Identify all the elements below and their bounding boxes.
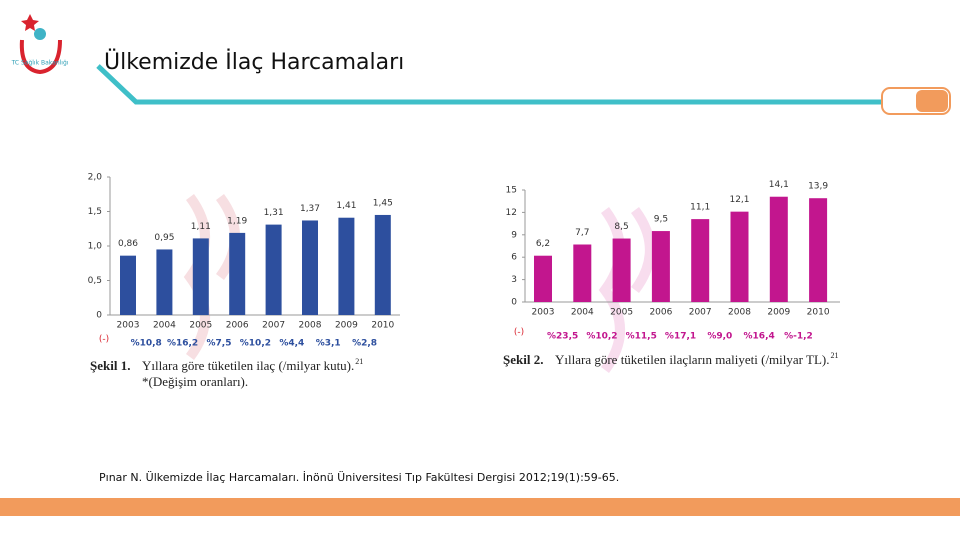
caption-ref: 21	[355, 357, 363, 366]
value-label: 1,19	[227, 216, 247, 226]
right-logo	[881, 87, 951, 115]
bar	[192, 238, 209, 315]
value-label: 7,7	[575, 228, 589, 238]
x-tick-label: 2006	[226, 321, 249, 331]
value-label: 0,86	[118, 239, 138, 249]
change-label: %17,1	[665, 332, 696, 342]
citation: Pınar N. Ülkemizde İlaç Harcamaları. İnö…	[99, 471, 619, 484]
value-label: 9,5	[654, 215, 668, 225]
change-label: %10,2	[240, 339, 271, 349]
caption-note: *(Değişim oranları).	[142, 374, 248, 389]
value-label: 1,37	[300, 204, 320, 214]
x-tick-label: 2005	[189, 321, 212, 331]
y-tick-label: 1,5	[88, 207, 102, 217]
slide-title: Ülkemizde İlaç Harcamaları	[104, 49, 404, 75]
value-label: 1,41	[336, 201, 356, 211]
change-label: %3,1	[316, 339, 341, 349]
header-line	[96, 64, 905, 105]
x-tick-label: 2004	[571, 308, 594, 318]
caption-text: Yıllara göre tüketilen ilaçların maliyet…	[555, 352, 829, 367]
right-logo-fill	[916, 90, 948, 112]
y-tick-label: 2,0	[88, 173, 103, 183]
y-tick-label: 0	[511, 298, 517, 308]
value-label: 12,1	[729, 195, 749, 205]
logo-figure	[34, 28, 46, 40]
changes-label: (-)	[99, 335, 109, 345]
x-tick-label: 2005	[610, 308, 633, 318]
bar	[156, 249, 173, 315]
x-tick-label: 2006	[649, 308, 672, 318]
caption-text: Yıllara göre tüketilen ilaç (/milyar kut…	[142, 358, 354, 373]
change-label: %10,2	[586, 332, 617, 342]
y-tick-label: 0,5	[88, 276, 102, 286]
change-label: %11,5	[626, 332, 657, 342]
change-label: %16,4	[744, 332, 775, 342]
value-label: 14,1	[769, 180, 789, 190]
x-tick-label: 2009	[767, 308, 790, 318]
x-tick-label: 2009	[335, 321, 358, 331]
x-tick-label: 2007	[689, 308, 712, 318]
y-tick-label: 9	[511, 230, 517, 240]
x-tick-label: 2008	[728, 308, 751, 318]
bar	[229, 232, 246, 315]
footer-bar	[0, 498, 960, 516]
value-label: 8,5	[614, 222, 628, 232]
change-label: %23,5	[547, 332, 578, 342]
bar	[338, 217, 355, 315]
change-label: %7,5	[207, 339, 232, 349]
y-tick-label: 6	[511, 253, 517, 263]
change-label: %10,8	[131, 339, 162, 349]
y-tick-label: 0	[96, 311, 102, 321]
bar	[651, 231, 670, 302]
value-label: 1,45	[373, 198, 393, 208]
change-label: %2,8	[352, 339, 377, 349]
y-tick-label: 3	[511, 275, 517, 285]
y-tick-label: 12	[506, 208, 517, 218]
changes-label: (-)	[514, 328, 524, 338]
bar	[769, 196, 788, 302]
x-tick-label: 2010	[371, 321, 394, 331]
caption-number: Şekil 1.	[90, 358, 130, 373]
x-tick-label: 2008	[299, 321, 322, 331]
change-label: %9,0	[707, 332, 732, 342]
x-tick-label: 2003	[117, 321, 140, 331]
bar	[809, 198, 828, 302]
change-label: %4,4	[279, 339, 304, 349]
x-tick-label: 2003	[532, 308, 555, 318]
value-label: 6,2	[536, 239, 550, 249]
logo-arc	[19, 39, 62, 75]
value-label: 11,1	[690, 203, 710, 213]
caption-number: Şekil 2.	[503, 352, 543, 367]
y-tick-label: 15	[506, 186, 517, 196]
x-tick-label: 2007	[262, 321, 285, 331]
bar	[374, 214, 391, 315]
bar	[573, 244, 592, 302]
bar	[534, 255, 552, 302]
change-label: %-1,2	[784, 332, 813, 342]
value-label: 0,95	[154, 233, 174, 243]
bar	[691, 219, 710, 302]
logo-star	[21, 14, 39, 31]
caption-ref: 21	[830, 351, 838, 360]
bar	[265, 224, 282, 315]
logo-text: TC Sağlık Bakanlığı	[11, 60, 69, 67]
y-tick-label: 1,0	[88, 242, 103, 252]
change-label: %16,2	[167, 339, 198, 349]
background-wave	[598, 207, 655, 373]
bar	[612, 238, 631, 302]
bar	[730, 211, 749, 302]
x-tick-label: 2010	[807, 308, 830, 318]
value-label: 13,9	[808, 182, 828, 192]
logo: TC Sağlık Bakanlığı	[11, 14, 69, 75]
value-label: 1,31	[264, 208, 284, 218]
x-tick-label: 2004	[153, 321, 176, 331]
bar	[302, 220, 318, 315]
bar	[120, 255, 136, 315]
value-label: 1,11	[191, 222, 211, 232]
charts: 0 0,5 1,0 1,5 2,0 0,86 2003 0,95 2004 1,11 2005 1,1…	[88, 173, 840, 389]
